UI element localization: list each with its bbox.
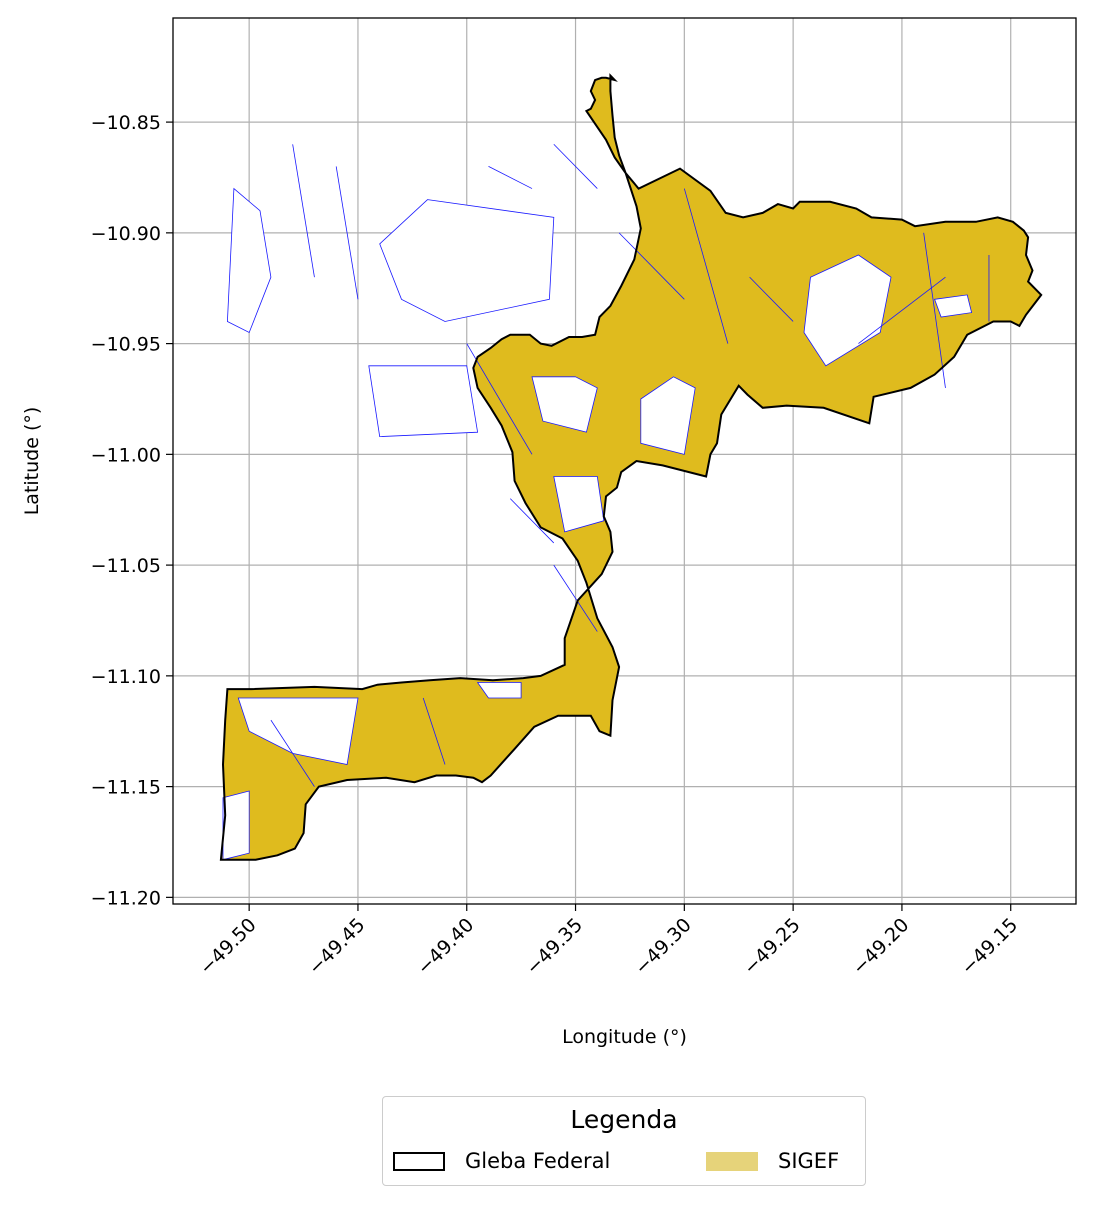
uncovered-area — [237, 697, 359, 765]
legend-title: Legenda — [570, 1105, 678, 1134]
legend-item-gleba-federal: Gleba Federal — [393, 1149, 610, 1173]
y-tick-label: −10.90 — [91, 223, 161, 245]
uncovered-area — [222, 790, 250, 861]
y-tick-label: −10.95 — [91, 334, 161, 356]
parcel-boundary — [683, 188, 729, 344]
parcel-boundary — [553, 564, 598, 632]
y-tick-label: −11.20 — [91, 887, 161, 909]
x-tick-label: −49.25 — [739, 914, 804, 979]
x-ticks: −49.50 −49.45 −49.40 −49.35 −49.30 −49.25 −49.… — [195, 904, 1022, 979]
uncovered-area — [934, 294, 973, 318]
uncovered-area — [640, 376, 696, 455]
legend-label-sigef: SIGEF — [778, 1149, 840, 1173]
uncovered-area — [531, 376, 598, 433]
legend: Legenda Gleba Federal SIGEF — [382, 1096, 866, 1186]
parcel-boundary — [466, 343, 533, 455]
legend-swatch-fill — [706, 1151, 758, 1171]
sigef-parcels — [220, 74, 1042, 861]
uncovered-area — [803, 254, 892, 367]
y-tick-label: −11.10 — [91, 666, 161, 688]
y-axis-label: Latitude (°) — [21, 407, 43, 516]
y-tick-label: −10.85 — [91, 112, 161, 134]
parcel-boundary — [270, 719, 315, 787]
x-tick-label: −49.15 — [957, 914, 1022, 979]
parcel-boundary — [422, 697, 446, 765]
axes-frame — [172, 17, 1077, 905]
x-axis-label: Longitude (°) — [562, 1026, 687, 1048]
gleba-federal-boundary — [219, 73, 1043, 861]
uncovered-area — [379, 199, 555, 322]
uncovered-area — [553, 476, 605, 533]
parcel-boundary — [858, 276, 946, 344]
y-tick-label: −11.15 — [91, 777, 161, 799]
y-tick-label: −11.00 — [91, 444, 161, 466]
parcel-boundary — [749, 276, 794, 322]
legend-item-sigef: SIGEF — [706, 1149, 839, 1173]
parcel-boundary — [618, 232, 685, 300]
legend-label-gleba-federal: Gleba Federal — [465, 1149, 611, 1173]
x-tick-label: −49.35 — [522, 914, 587, 979]
legend-swatch-outline — [393, 1151, 445, 1171]
parcel-boundary — [553, 143, 598, 189]
x-tick-label: −49.50 — [195, 914, 260, 979]
y-tick-label: −11.05 — [91, 555, 161, 577]
parcel-boundary — [923, 232, 946, 388]
y-ticks: −10.85 −10.90 −10.95 −11.00 −11.05 −11.10 −11.… — [91, 112, 173, 909]
uncovered-area — [226, 187, 272, 334]
x-tick-label: −49.20 — [848, 914, 913, 979]
x-tick-label: −49.30 — [631, 914, 696, 979]
uncovered-area — [476, 682, 522, 699]
x-tick-label: −49.45 — [304, 914, 369, 979]
parcel-boundary — [509, 498, 555, 544]
parcel-boundary — [488, 166, 533, 189]
uncovered-area — [368, 365, 479, 438]
parcel-boundary — [292, 144, 315, 278]
parcel-boundary — [335, 166, 359, 300]
x-tick-label: −49.40 — [413, 914, 478, 979]
gleba-outline — [219, 73, 1043, 861]
